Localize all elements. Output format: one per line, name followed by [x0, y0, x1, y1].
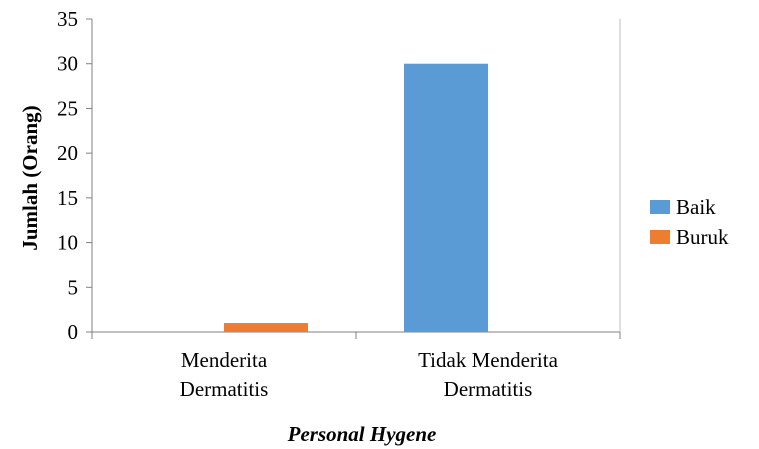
y-tick-label: 15: [57, 186, 78, 210]
y-tick-label: 20: [57, 141, 78, 165]
x-category-label-line: Dermatitis: [180, 377, 269, 401]
x-category-label-line: Dermatitis: [444, 377, 533, 401]
legend-swatch-baik: [650, 200, 670, 214]
y-tick-labels: 0 5 10 15 20 25 30 35: [57, 7, 78, 344]
legend: Baik Buruk: [650, 195, 729, 249]
legend-label-buruk: Buruk: [676, 225, 729, 249]
x-category-label-line: Menderita: [181, 348, 268, 372]
x-category-labels: Menderita Dermatitis Tidak Menderita Dermat…: [180, 348, 559, 401]
y-axis-label: Jumlah (Orang): [18, 105, 42, 250]
y-tick-label: 0: [68, 320, 79, 344]
y-tick-label: 35: [57, 7, 78, 31]
bars: [224, 63, 488, 332]
axes: [86, 18, 621, 339]
bar-buruk-1: [224, 323, 308, 332]
legend-swatch-buruk: [650, 230, 670, 244]
x-axis-label: Personal Hygene: [287, 422, 437, 446]
y-tick-label: 25: [57, 96, 78, 120]
legend-label-baik: Baik: [676, 195, 716, 219]
x-category-label: Menderita Dermatitis: [180, 348, 269, 401]
y-tick-label: 10: [57, 231, 78, 255]
bar-baik-2: [404, 63, 488, 332]
y-tick-label: 5: [68, 275, 79, 299]
x-category-label-line: Tidak Menderita: [418, 348, 558, 372]
x-category-label: Tidak Menderita Dermatitis: [418, 348, 558, 401]
y-tick-label: 30: [57, 52, 78, 76]
